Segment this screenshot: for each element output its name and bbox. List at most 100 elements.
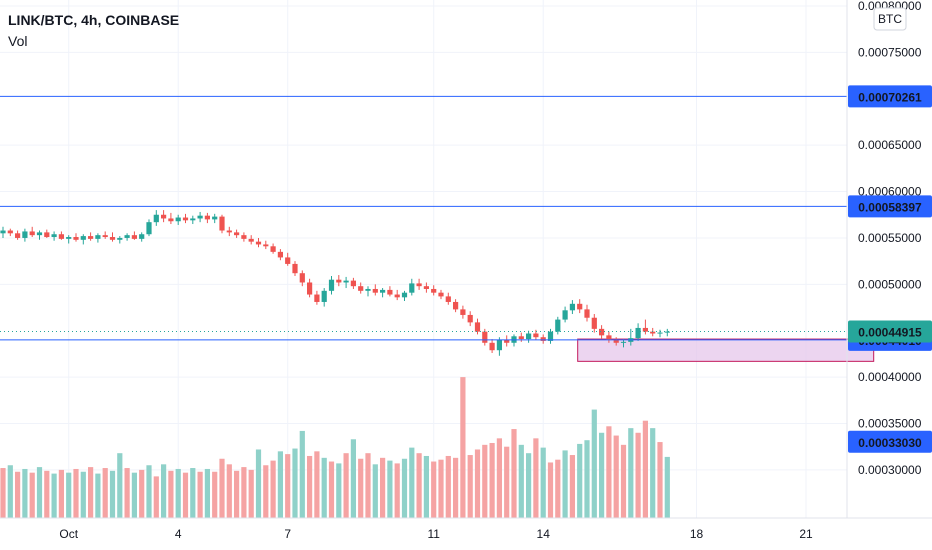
volume-bar: [628, 428, 634, 518]
candle: [58, 231, 64, 240]
candle-body: [51, 234, 57, 238]
candle: [555, 316, 561, 335]
candle: [73, 233, 79, 242]
candle: [248, 235, 254, 245]
candle: [401, 290, 408, 302]
candle-body: [569, 303, 575, 311]
candle: [80, 234, 86, 245]
candle: [88, 232, 94, 241]
candle: [526, 330, 532, 343]
candle: [664, 328, 670, 337]
volume-bar: [66, 472, 72, 518]
candle: [7, 228, 13, 237]
candle-body: [599, 328, 605, 336]
candle: [146, 219, 152, 237]
volume-bar: [241, 467, 247, 518]
candle-body: [387, 289, 393, 295]
volume-bar: [445, 455, 451, 518]
volume-bar: [358, 458, 364, 518]
candle-body: [270, 246, 276, 252]
currency-badge[interactable]: BTC: [873, 7, 907, 31]
volume-bar: [182, 472, 189, 518]
volume-bar: [474, 449, 481, 518]
candle: [343, 276, 349, 289]
candle: [584, 304, 590, 322]
volume-bars: [0, 377, 670, 518]
candle-body: [416, 283, 422, 287]
candle: [577, 299, 583, 314]
candle: [328, 275, 335, 295]
candle-body: [161, 214, 167, 219]
y-tick-label: 0.00065000: [858, 138, 922, 152]
candle-body: [226, 230, 232, 233]
volume-bar: [387, 460, 393, 518]
x-tick-label: 18: [690, 527, 704, 541]
horizontal-lines[interactable]: [0, 95, 847, 341]
candle-body: [518, 336, 524, 340]
candle-body: [36, 232, 43, 236]
volume-bar: [204, 468, 210, 518]
volume-bar: [117, 453, 123, 518]
volume-bar: [343, 453, 349, 518]
candle: [358, 282, 364, 294]
candle-body: [7, 230, 13, 234]
candle-body: [343, 280, 349, 283]
candle-body: [328, 279, 335, 291]
candle-body: [445, 296, 451, 302]
candle-body: [350, 280, 356, 287]
volume-bar: [438, 459, 444, 518]
candle-body: [453, 301, 459, 310]
candle-body: [263, 244, 269, 247]
volume-bar: [409, 447, 415, 518]
volume-bar: [423, 455, 429, 518]
candle: [36, 230, 43, 240]
candle-body: [540, 337, 546, 341]
candle: [533, 329, 539, 340]
candle-body: [292, 263, 298, 274]
candle-body: [438, 292, 444, 297]
volume-bar: [606, 426, 612, 518]
candle: [460, 305, 466, 319]
time-axis[interactable]: Oct 4 7 11 14 18 21: [59, 527, 813, 541]
candle: [234, 229, 240, 238]
volume-bar: [168, 470, 174, 518]
candle: [635, 323, 641, 341]
volume-bar: [401, 458, 408, 518]
candle: [650, 327, 656, 337]
price-axis[interactable]: 0.000800000.000750000.000650000.00060000…: [858, 0, 922, 477]
volume-bar: [44, 470, 50, 518]
candle-body: [336, 279, 342, 283]
candle-body: [489, 342, 495, 351]
candle-body: [467, 314, 473, 323]
candle: [95, 233, 101, 243]
volume-bar: [321, 457, 327, 518]
candle: [467, 311, 473, 327]
symbol-title: LINK/BTC, 4h, COINBASE: [8, 12, 179, 28]
volume-bar: [197, 471, 203, 518]
volume-bar: [255, 449, 262, 518]
candle-body: [664, 331, 670, 333]
hline-price-label-bg: [848, 85, 932, 108]
volume-bar: [277, 451, 283, 518]
candle: [314, 290, 320, 305]
hline-price-label: 0.00070261: [858, 90, 922, 104]
hline-price-label: 0.00058397: [858, 200, 922, 214]
candle-body: [657, 332, 663, 334]
candle: [438, 289, 444, 300]
candle-body: [197, 215, 203, 219]
last-price-label-bg: [848, 320, 932, 343]
volume-bar: [80, 471, 86, 518]
volume-bar: [0, 468, 6, 518]
volume-bar: [263, 465, 269, 518]
volume-bar: [88, 467, 94, 518]
candle: [409, 278, 415, 296]
volume-bar: [650, 428, 656, 518]
candle-body: [15, 233, 21, 238]
volume-bar: [547, 462, 554, 518]
candle-body: [482, 331, 488, 343]
candle: [285, 252, 291, 266]
volume-bar: [15, 471, 21, 518]
candle: [474, 318, 481, 335]
candle-body: [219, 216, 225, 231]
